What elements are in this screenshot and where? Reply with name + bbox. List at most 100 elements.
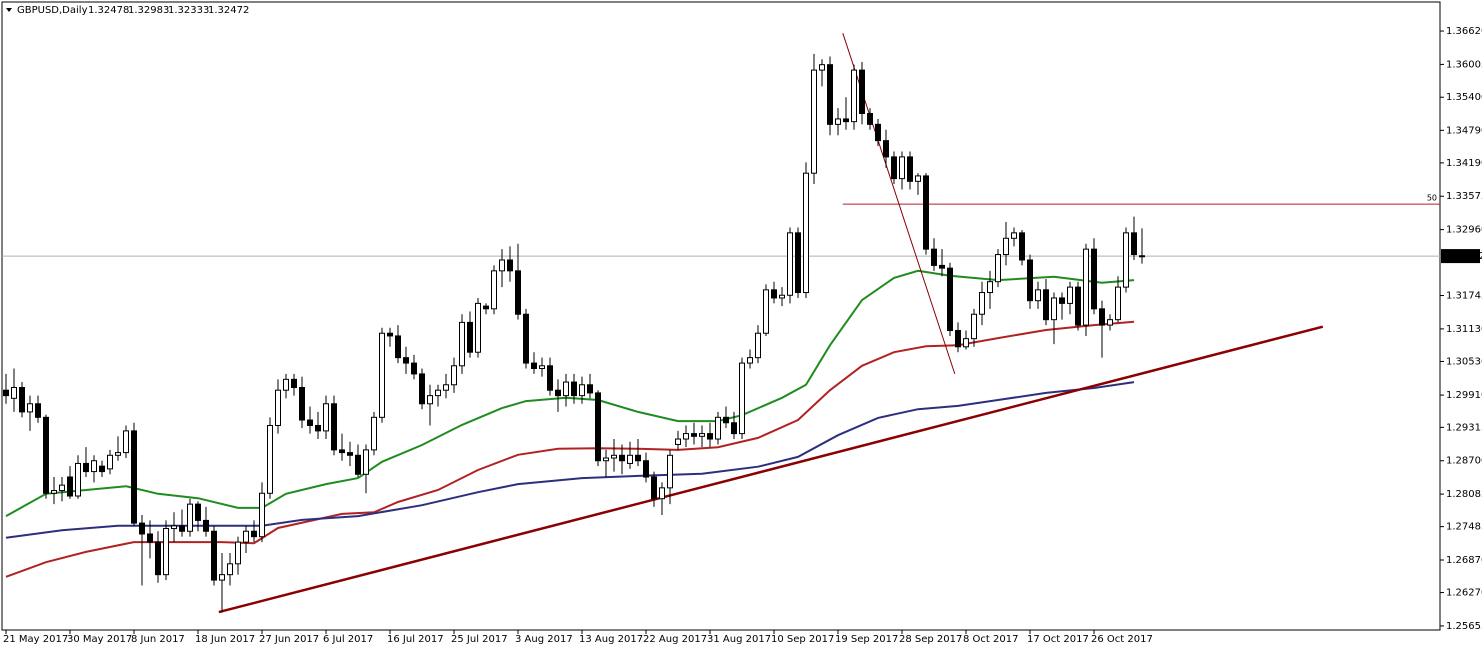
candle-body bbox=[795, 232, 801, 294]
candle-body bbox=[75, 462, 81, 497]
x-tick-label: 28 Sep 2017 bbox=[899, 634, 962, 645]
y-tick-label: 1.36005 bbox=[1446, 59, 1482, 70]
candle-body bbox=[915, 175, 921, 182]
candle-body bbox=[51, 490, 57, 494]
candle-body bbox=[379, 332, 385, 418]
y-tick-label: 1.30530 bbox=[1446, 356, 1482, 367]
candle-body bbox=[875, 123, 881, 142]
candle-body bbox=[1075, 286, 1081, 326]
candle-body bbox=[571, 381, 577, 397]
candle-body bbox=[923, 175, 929, 250]
candle-body bbox=[1123, 232, 1129, 288]
candle-body bbox=[1035, 289, 1041, 302]
candle-body bbox=[267, 424, 273, 494]
candle-body bbox=[355, 454, 361, 475]
candle-body bbox=[227, 563, 233, 576]
candle-body bbox=[675, 438, 681, 445]
candle-body bbox=[1003, 237, 1009, 256]
candle-body bbox=[275, 389, 281, 426]
candle-body bbox=[443, 384, 449, 391]
candle-body bbox=[219, 574, 225, 581]
candle-body bbox=[1115, 286, 1121, 321]
candle-body bbox=[699, 433, 705, 437]
candle-body bbox=[195, 503, 201, 521]
candle-body bbox=[427, 395, 433, 405]
symbol-title: GBPUSD,Daily bbox=[17, 5, 88, 16]
trendline bbox=[218, 325, 1324, 614]
candle-body bbox=[163, 528, 169, 576]
level-label: 50 bbox=[1427, 194, 1437, 203]
y-tick-label: 1.34790 bbox=[1446, 125, 1482, 136]
high-price: 1.32983 bbox=[128, 5, 169, 16]
price-box-label: 1.32472 bbox=[1444, 251, 1482, 262]
candle-body bbox=[147, 533, 153, 543]
candle-body bbox=[579, 384, 585, 397]
candle-body bbox=[595, 392, 601, 462]
x-tick-label: 18 Jun 2017 bbox=[195, 634, 255, 645]
candle-body bbox=[835, 118, 841, 125]
candle-body bbox=[1083, 248, 1089, 326]
candle-body bbox=[99, 465, 105, 473]
candle-body bbox=[251, 530, 257, 538]
candle-body bbox=[291, 378, 297, 388]
candle-body bbox=[955, 330, 961, 348]
candle-body bbox=[435, 389, 441, 397]
candle-body bbox=[555, 389, 561, 397]
x-tick-label: 25 Jul 2017 bbox=[451, 634, 508, 645]
candle-body bbox=[483, 305, 489, 310]
y-tick-label: 1.36620 bbox=[1446, 26, 1482, 37]
candle-body bbox=[531, 362, 537, 369]
candle-body bbox=[203, 519, 209, 532]
candle-body bbox=[67, 476, 73, 497]
candle-body bbox=[771, 289, 777, 299]
candle-body bbox=[747, 357, 753, 364]
x-tick-label: 21 May 2017 bbox=[3, 634, 68, 645]
candle-body bbox=[347, 452, 353, 456]
x-tick-label: 22 Aug 2017 bbox=[643, 634, 707, 645]
candle-body bbox=[979, 292, 985, 315]
candle-body bbox=[723, 416, 729, 424]
candle-body bbox=[939, 264, 945, 269]
candle-body bbox=[507, 259, 513, 272]
candle-body bbox=[987, 281, 993, 294]
candle-body bbox=[827, 64, 833, 125]
candle-body bbox=[691, 433, 697, 437]
candle-body bbox=[859, 69, 865, 115]
candle-body bbox=[155, 541, 161, 576]
candle-body bbox=[539, 365, 545, 369]
candle-body bbox=[363, 449, 369, 475]
candle-body bbox=[635, 454, 641, 462]
candle-body bbox=[739, 362, 745, 435]
candle-body bbox=[107, 454, 113, 470]
candle-body bbox=[459, 321, 465, 367]
price-box bbox=[1441, 249, 1480, 264]
candle-body bbox=[547, 365, 553, 391]
candle-body bbox=[331, 403, 337, 451]
close-price: 1.32472 bbox=[208, 5, 249, 16]
x-tick-label: 8 Oct 2017 bbox=[963, 634, 1018, 645]
x-tick-label: 16 Jul 2017 bbox=[387, 634, 444, 645]
candle-body bbox=[243, 530, 249, 543]
x-tick-label: 17 Oct 2017 bbox=[1027, 634, 1089, 645]
x-tick-label: 27 Jun 2017 bbox=[259, 634, 319, 645]
candle-body bbox=[171, 525, 177, 530]
y-tick-label: 1.31745 bbox=[1446, 291, 1482, 302]
candle-body bbox=[619, 454, 625, 462]
candle-body bbox=[403, 357, 409, 364]
candle-body bbox=[763, 289, 769, 334]
candle-body bbox=[587, 384, 593, 394]
candle-body bbox=[515, 270, 521, 315]
y-tick-label: 1.26270 bbox=[1446, 588, 1482, 599]
candle-body bbox=[475, 302, 481, 353]
x-tick-label: 26 Oct 2017 bbox=[1091, 634, 1153, 645]
candle-body bbox=[1059, 297, 1065, 304]
candle-body bbox=[643, 460, 649, 478]
candle-body bbox=[235, 541, 241, 565]
menu-arrow[interactable] bbox=[6, 8, 12, 12]
candle-body bbox=[491, 270, 497, 310]
candle-body bbox=[931, 248, 937, 266]
moving-average bbox=[5, 381, 1135, 539]
candle-body bbox=[851, 69, 857, 123]
candle-body bbox=[1027, 259, 1033, 302]
candle-body bbox=[43, 416, 49, 494]
